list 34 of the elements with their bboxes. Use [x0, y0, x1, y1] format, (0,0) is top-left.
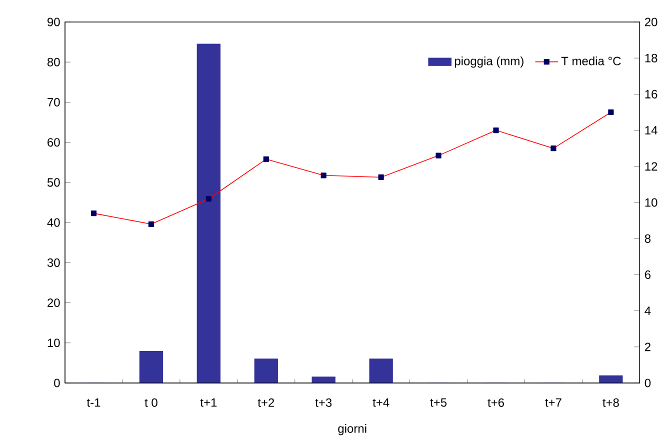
x-tick-label: t+8 — [602, 398, 619, 407]
x-tick-label: t+2 — [258, 398, 274, 407]
y2-tick-label: 14 — [645, 126, 658, 134]
y-tick-label: 90 — [48, 18, 60, 26]
x-tick-label: t+6 — [488, 398, 504, 407]
y-tick-label: 60 — [48, 138, 60, 147]
x-tick-label: t-1 — [86, 398, 100, 407]
y-tick-label: 40 — [47, 218, 60, 227]
y2-tick-label: 0 — [644, 378, 651, 388]
y-tick-label: 70 — [48, 98, 60, 106]
y-tick-label: 80 — [47, 58, 60, 66]
y2-tick-label: 10 — [645, 198, 658, 207]
x-axis-title: giorni — [338, 424, 366, 436]
y2-tick-label: 8 — [644, 234, 651, 243]
y-tick-label: 30 — [47, 258, 60, 267]
x-tick-label: t 0 — [144, 398, 158, 407]
y2-tick-label: 6 — [644, 270, 651, 279]
y2-tick-label: 20 — [644, 18, 658, 26]
y-tick-label: 0 — [54, 378, 60, 388]
y-tick-label: 50 — [47, 178, 60, 187]
y2-tick-label: 18 — [645, 54, 658, 62]
x-tick-label: t+7 — [545, 398, 562, 407]
x-tick-label: t+1 — [200, 398, 217, 407]
y-tick-label: 10 — [48, 338, 60, 348]
x-tick-label: t+4 — [372, 398, 390, 407]
legend-label: pioggia (mm) — [454, 56, 524, 68]
x-tick-label: t+5 — [430, 398, 447, 407]
x-tick-label: t+3 — [315, 398, 332, 407]
legend-label: T media °C — [561, 56, 621, 66]
y2-tick-label: 16 — [645, 90, 658, 98]
y-tick-label: 20 — [48, 298, 60, 308]
y2-tick-label: 4 — [644, 306, 651, 315]
y2-tick-label: 2 — [644, 342, 650, 352]
y2-tick-label: 12 — [645, 162, 658, 171]
